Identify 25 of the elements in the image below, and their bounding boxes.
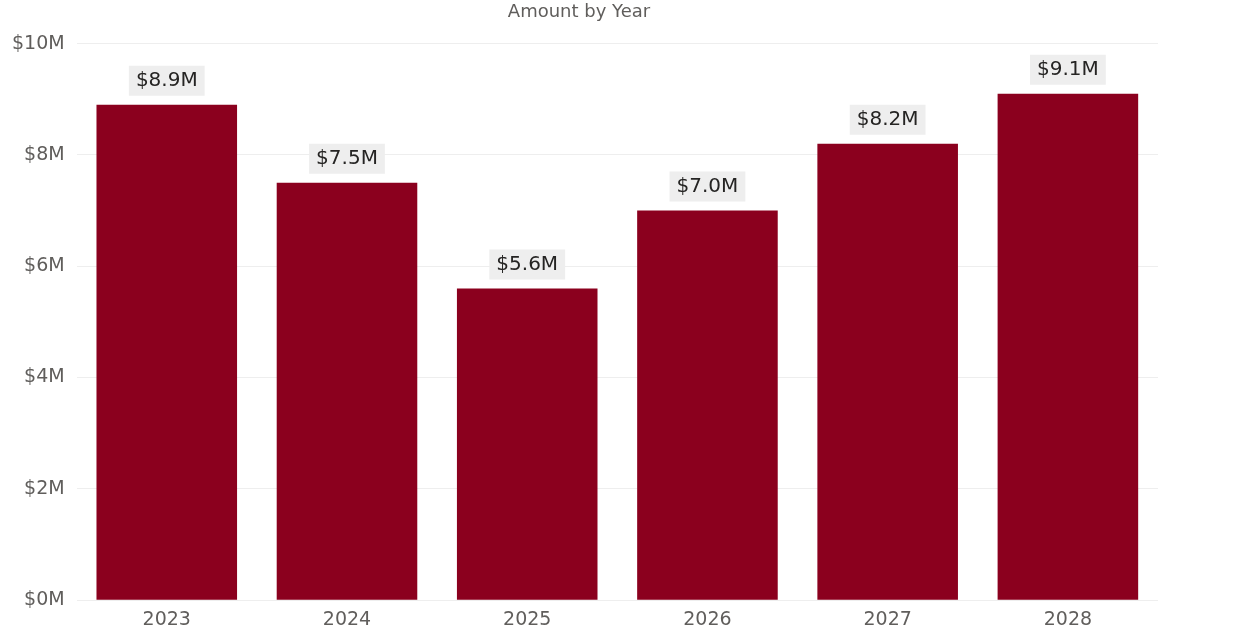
bar [456, 288, 598, 600]
x-tick-label: 2025 [503, 606, 552, 629]
y-tick-label: $2M [24, 475, 65, 498]
data-label: $5.6M [496, 250, 559, 275]
bar [637, 210, 778, 600]
x-tick-label: 2024 [322, 606, 372, 629]
bar [96, 104, 238, 600]
bar [817, 143, 958, 600]
y-tick-label: $10M [11, 30, 65, 53]
data-label: $8.9M [135, 67, 198, 92]
data-label: $7.0M [676, 172, 739, 197]
x-tick-label: 2028 [1043, 606, 1093, 629]
x-tick-label: 2027 [863, 606, 912, 629]
data-label: $8.2M [856, 105, 919, 130]
x-tick-label: 2026 [683, 606, 732, 629]
y-tick-label: $8M [24, 141, 65, 164]
chart-title: Amount by Year [507, 0, 651, 22]
x-tick-label: 2023 [142, 606, 191, 629]
data-label: $9.1M [1036, 55, 1099, 80]
bar [276, 182, 418, 600]
bar [997, 93, 1139, 600]
data-label: $7.5M [316, 144, 378, 169]
y-tick-label: $0M [24, 587, 65, 610]
y-tick-label: $4M [24, 364, 65, 387]
y-tick-label: $6M [24, 253, 65, 276]
